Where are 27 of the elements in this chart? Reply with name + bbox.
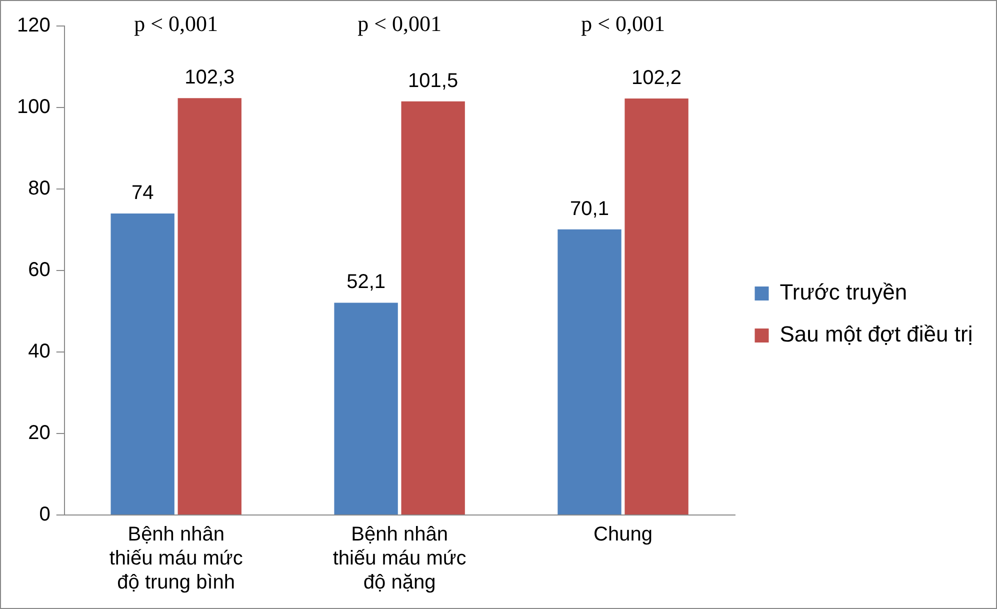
legend-label: Trước truyền bbox=[780, 280, 908, 305]
data-label: 70,1 bbox=[570, 198, 609, 220]
y-tick-label: 80 bbox=[28, 178, 50, 200]
y-tick-label: 40 bbox=[28, 340, 50, 363]
annotation: p < 0,001 bbox=[358, 10, 442, 36]
bar bbox=[624, 98, 688, 514]
y-tick-label: 120 bbox=[16, 14, 50, 37]
bar bbox=[558, 229, 622, 514]
y-tick-label: 0 bbox=[39, 504, 50, 526]
legend-label: Sau một đợt điều trị bbox=[780, 322, 973, 347]
x-tick-label: Bệnh nhân thiếu máu mức độ nặng bbox=[332, 524, 466, 594]
bar bbox=[334, 302, 398, 514]
annotation: p < 0,001 bbox=[134, 10, 218, 36]
annotation: p < 0,001 bbox=[581, 10, 665, 36]
data-label: 102,3 bbox=[184, 66, 235, 89]
x-tick-label: Bệnh nhân thiếu máu mức độ trung bình bbox=[109, 524, 243, 594]
data-label: 52,1 bbox=[346, 271, 386, 294]
bar bbox=[178, 98, 242, 514]
bar bbox=[110, 213, 174, 514]
data-label: 101,5 bbox=[408, 70, 458, 92]
data-label: 74 bbox=[131, 182, 154, 204]
y-tick-label: 60 bbox=[28, 259, 50, 282]
bar bbox=[401, 101, 465, 514]
data-label: 102,2 bbox=[632, 67, 682, 90]
y-tick-label: 20 bbox=[28, 422, 50, 444]
y-tick-label: 100 bbox=[16, 96, 50, 118]
x-tick-label: Chung bbox=[594, 524, 652, 546]
